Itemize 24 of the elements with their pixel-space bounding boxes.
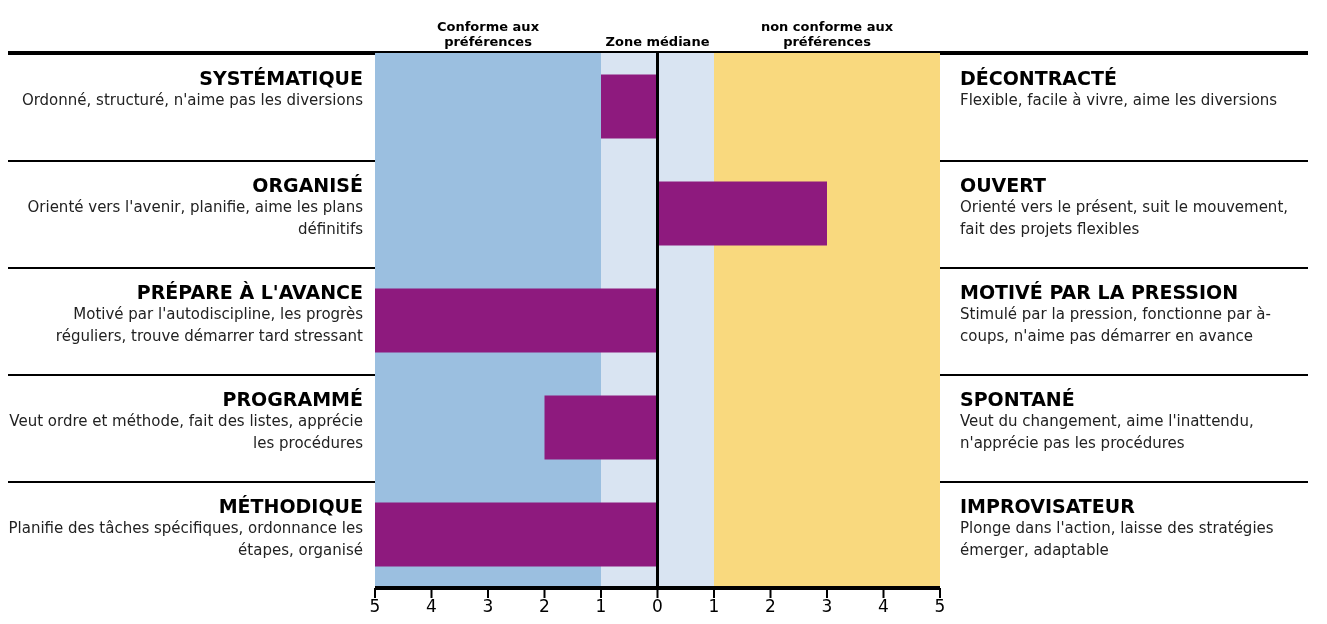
y-tick-label: PROGRAMMÉ Veut ordre et méthode, fait des listes, apprécie les procédures (8, 388, 363, 454)
x-tick-label: 5 (934, 596, 946, 617)
y-tick-label: MÉTHODIQUE Planifie des tâches spécifiques, ordonnance les étapes, organisé (8, 495, 363, 561)
y2-tick-label: MOTIVÉ PAR LA PRESSION Stimulé par la pression, fonctionne par à-coups, n'aime pas démarrer en avance (960, 281, 1272, 347)
band-label: Zone médiane (604, 34, 711, 49)
x-tick-label: 4 (878, 596, 889, 617)
x-tick-label: 3 (821, 596, 833, 617)
y-tick-label: SYSTÉMATIQUE Ordonné, structuré, n'aime pas les diversions (20, 67, 363, 111)
x-tick-label: 5 (369, 596, 381, 617)
y-tick-label: PRÉPARE À L'AVANCE Motivé par l'autodiscipline, les progrès réguliers, trouve démarrer tard stressant (54, 281, 363, 347)
y2-tick-label: SPONTANÉ Veut du changement, aime l'inattendu, n'apprécie pas les procédures (960, 388, 1255, 454)
x-tick-label: 0 (652, 596, 663, 617)
y2-tick-label: OUVERT Orienté vers le présent, suit le mouvement, fait des projets flexibles (960, 174, 1290, 240)
x-tick-label: 4 (426, 596, 437, 617)
y2-tick-label: DÉCONTRACTÉ Flexible, facile à vivre, aime les diversions (960, 67, 1279, 111)
band-label: Conforme aux préférences (436, 19, 540, 49)
y-tick-label: ORGANISÉ Orienté vers l'avenir, planifie, aime les plans définitifs (26, 174, 363, 240)
x-tick-label: 1 (708, 596, 720, 617)
x-tick-label: 3 (482, 596, 494, 617)
band-label: non conforme aux préférences (759, 19, 895, 49)
y2-tick-label: IMPROVISATEUR Plonge dans l'action, laisse des stratégies émerger, adaptable (960, 495, 1275, 561)
x-tick-label: 2 (539, 596, 550, 617)
x-tick-label: 2 (765, 596, 776, 617)
x-tick-label: 1 (595, 596, 607, 617)
